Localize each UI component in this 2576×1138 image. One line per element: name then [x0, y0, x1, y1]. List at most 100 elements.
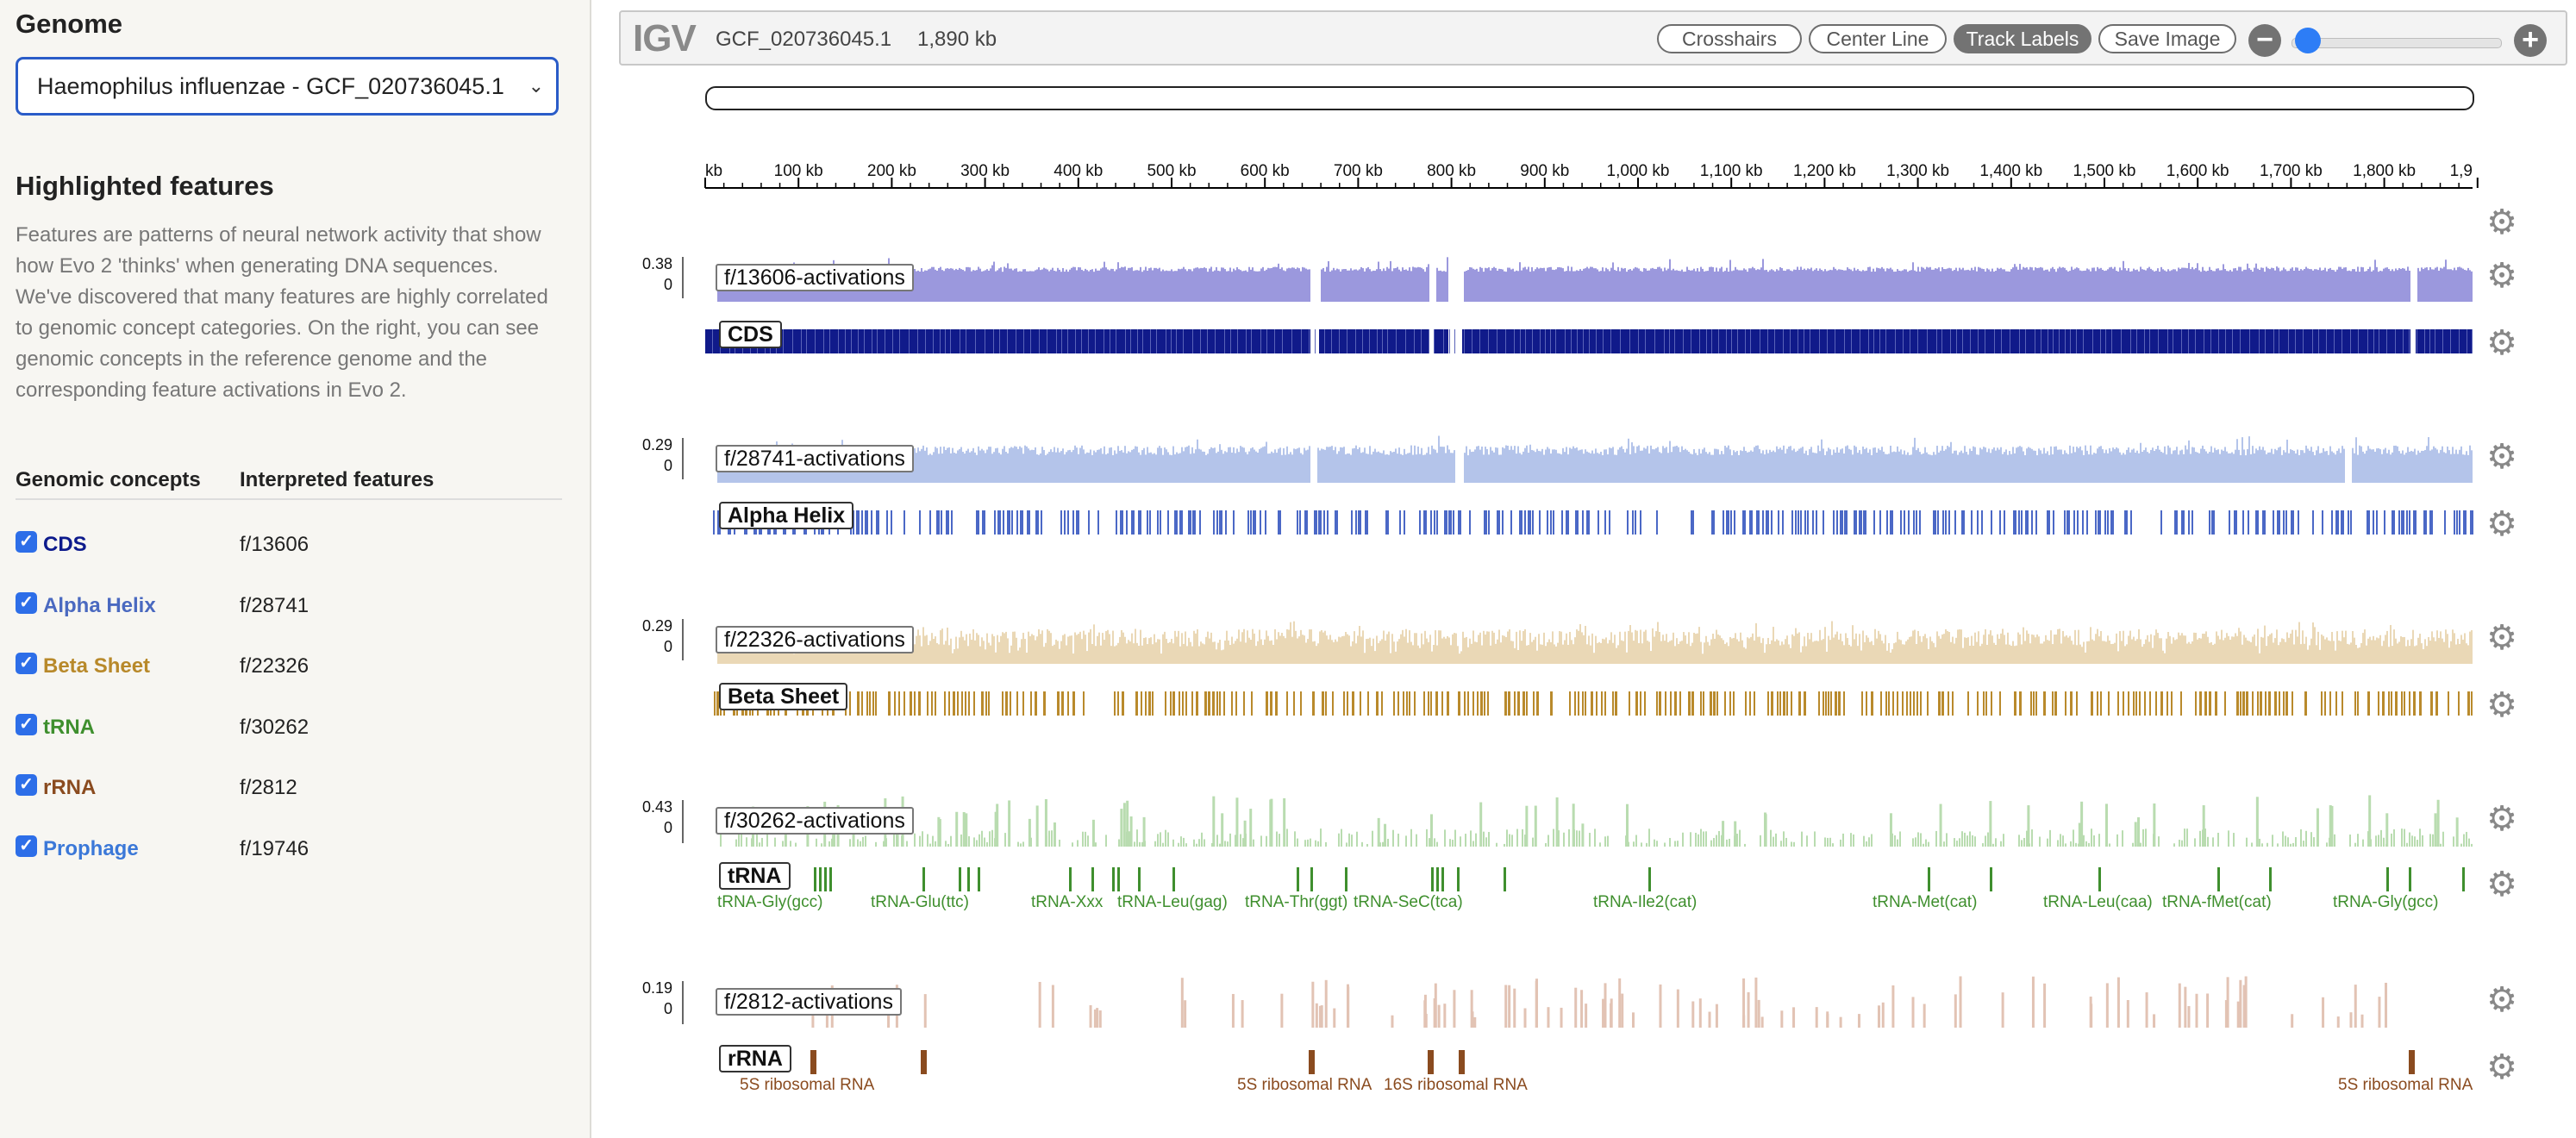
tracks-canvas[interactable]: kb 100 kb 200 kb 300 kb 400 kb 500 kb 600 kb 70…	[621, 138, 2483, 1121]
gear-icon[interactable]: ⚙	[2486, 800, 2517, 838]
center-line-button[interactable]: Center Line	[1809, 24, 1947, 53]
activation-bar	[2259, 269, 2260, 302]
concept-checkbox[interactable]: ✓	[16, 653, 37, 674]
annotation-feature	[2095, 510, 2097, 535]
activation-bar	[1759, 269, 1760, 302]
annotation-feature	[2171, 691, 2173, 716]
feature-boundary	[2424, 329, 2425, 353]
activation-bar	[2217, 832, 2219, 847]
activation-bar	[2378, 835, 2379, 847]
activation-bar	[2064, 636, 2066, 664]
activation-bar	[2009, 272, 2010, 302]
activation-bar	[921, 448, 922, 483]
concept-checkbox[interactable]: ✓	[16, 531, 37, 553]
annotation-feature	[1508, 691, 1510, 716]
concept-checkbox[interactable]: ✓	[16, 774, 37, 796]
activation-bar	[922, 272, 924, 302]
annotation-feature	[2031, 510, 2033, 535]
gear-icon[interactable]: ⚙	[2486, 1048, 2517, 1086]
activation-bar	[1521, 641, 1522, 664]
activation-bar	[1510, 641, 1512, 664]
activation-peak	[1534, 805, 1537, 847]
activation-bar	[1335, 639, 1336, 664]
activation-bar	[1619, 271, 1621, 302]
annotation-feature	[1216, 510, 1218, 535]
concept-checkbox[interactable]: ✓	[16, 713, 37, 735]
activation-bar	[1472, 451, 1474, 483]
activation-bar	[2336, 631, 2338, 664]
activation-peak	[1180, 978, 1184, 1028]
gear-icon[interactable]: ⚙	[2486, 619, 2517, 657]
annotation-feature	[1985, 691, 1987, 716]
annotation-feature	[2229, 510, 2230, 535]
activation-bar	[1673, 447, 1674, 483]
activation-bar	[2173, 843, 2175, 847]
annotation-feature	[1967, 691, 1969, 716]
activation-bar	[1416, 454, 1417, 483]
activation-peak	[2202, 805, 2205, 847]
zoom-slider-handle[interactable]	[2295, 28, 2321, 53]
gear-icon[interactable]: ⚙	[2486, 505, 2517, 543]
annotation-feature	[2335, 510, 2339, 535]
activation-bar	[717, 644, 719, 664]
activation-bar	[2369, 636, 2371, 664]
gear-icon[interactable]: ⚙	[2486, 686, 2517, 724]
activation-bar	[1155, 642, 1157, 664]
crosshairs-button[interactable]: Crosshairs	[1657, 24, 1802, 53]
activation-bar	[772, 644, 774, 664]
activation-bar	[2229, 639, 2231, 664]
chromosome-ideogram[interactable]	[705, 86, 2474, 110]
gear-icon[interactable]: ⚙	[2486, 324, 2517, 362]
genome-select[interactable]: Haemophilus influenzae - GCF_020736045.1…	[16, 57, 559, 116]
annotation-feature	[2354, 691, 2356, 716]
activation-bar	[1224, 641, 1226, 664]
activation-bar	[2369, 266, 2371, 302]
activation-bar	[1676, 446, 1678, 483]
zoom-in-icon[interactable]: +	[2514, 24, 2547, 57]
zoom-out-icon[interactable]: −	[2248, 24, 2281, 57]
activation-bar	[2016, 447, 2017, 483]
annotation-feature	[1117, 691, 1119, 716]
activation-peak	[1574, 987, 1578, 1028]
activation-bar	[1909, 636, 1910, 664]
gear-icon[interactable]: ⚙	[2486, 981, 2517, 1019]
activation-bar	[1907, 639, 1909, 664]
activation-bar	[1472, 841, 1474, 847]
activation-bar	[1320, 828, 1322, 847]
gear-icon[interactable]: ⚙	[2486, 438, 2517, 476]
activation-bar	[957, 269, 959, 302]
track-labels-button[interactable]: Track Labels	[1954, 24, 2091, 53]
activation-bar	[2419, 453, 2421, 483]
activation-bar	[1335, 270, 1336, 302]
activation-peak	[2080, 801, 2084, 847]
annotation-feature	[903, 510, 905, 535]
activation-bar	[2186, 828, 2188, 847]
gear-icon[interactable]: ⚙	[2486, 866, 2517, 904]
gear-icon[interactable]: ⚙	[2486, 257, 2517, 295]
activation-bar	[1643, 447, 1645, 483]
activation-bar	[1378, 643, 1379, 664]
activation-peak	[1676, 989, 1679, 1028]
concept-checkbox[interactable]: ✓	[16, 591, 37, 614]
activation-bar	[1185, 631, 1186, 664]
zoom-slider-track[interactable]	[2292, 38, 2502, 48]
activation-bar	[2432, 834, 2434, 847]
activation-bar	[1909, 270, 1910, 302]
concept-checkbox[interactable]: ✓	[16, 835, 37, 857]
activation-bar	[1717, 449, 1719, 483]
activation-bar	[2410, 639, 2412, 664]
activation-bar	[1548, 639, 1550, 664]
activation-bar	[1971, 267, 1973, 302]
feature-name-label: 5S ribosomal RNA	[2338, 1076, 2473, 1094]
gear-icon[interactable]: ⚙	[2486, 203, 2517, 241]
activation-bar	[916, 453, 917, 483]
activation-bar	[2457, 638, 2459, 664]
activation-peak	[1347, 986, 1350, 1028]
activation-bar	[1528, 645, 1529, 664]
activation-bar	[2282, 831, 2284, 847]
activation-bar	[1357, 449, 1359, 483]
activation-bar	[2140, 842, 2141, 847]
activation-peak	[1555, 797, 1559, 847]
activation-bar	[1729, 838, 1730, 847]
save-image-button[interactable]: Save Image	[2098, 24, 2236, 53]
